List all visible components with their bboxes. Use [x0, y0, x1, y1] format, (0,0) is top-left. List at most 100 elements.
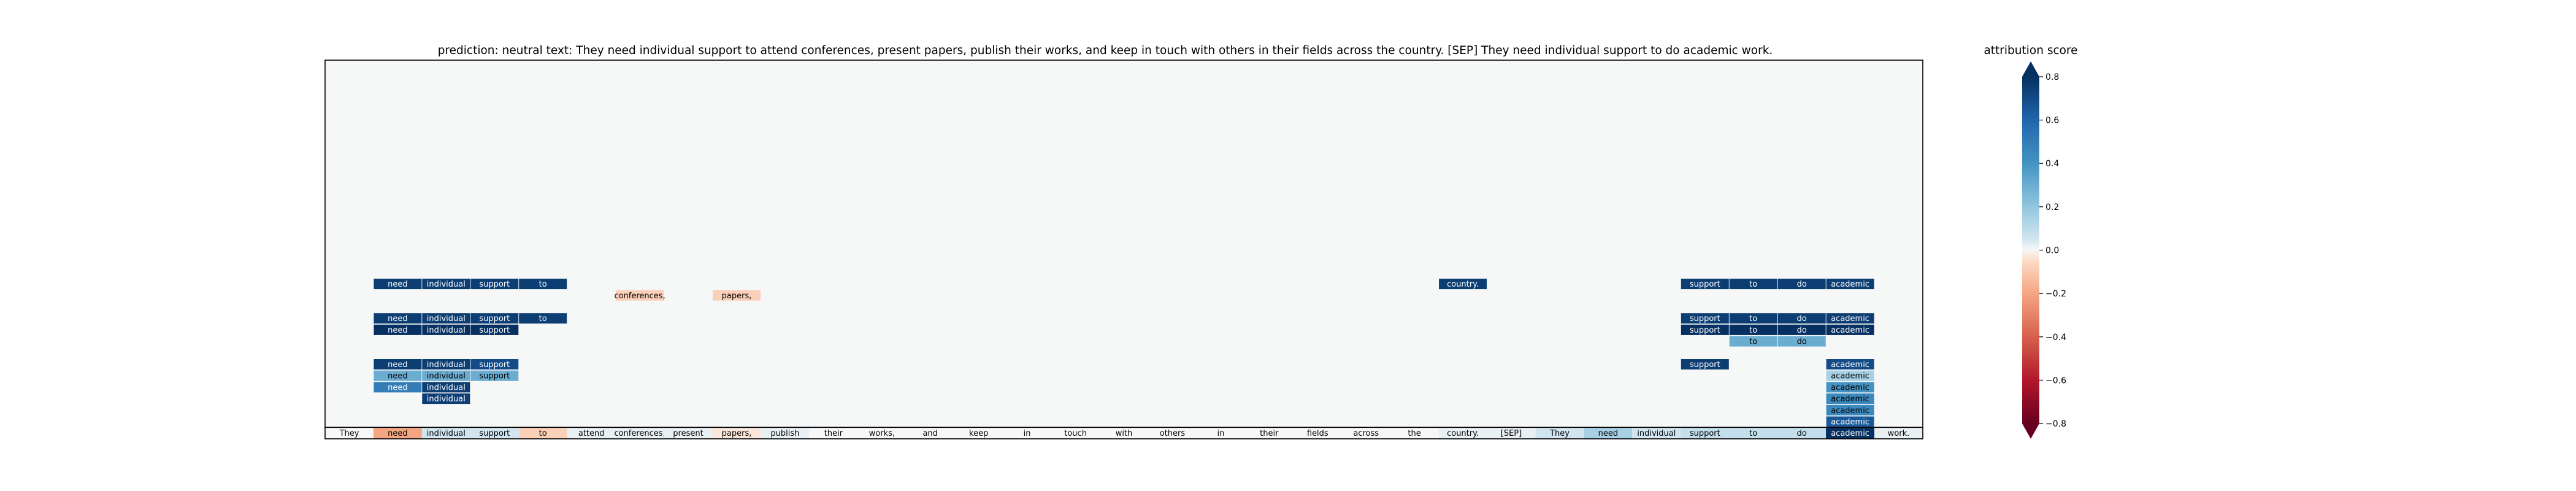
heatmap-cell [422, 370, 470, 381]
token-cell [761, 427, 810, 439]
token-label: with [1116, 429, 1133, 438]
colorbar-tick-label: −0.4 [2045, 333, 2066, 342]
token-cell [421, 427, 470, 439]
heatmap-cell [1439, 279, 1487, 290]
token-label: fields [1307, 429, 1328, 438]
heatmap-cell [713, 290, 761, 301]
heatmap-cell [470, 370, 519, 381]
colorbar-tick-label: 0.4 [2045, 159, 2059, 169]
token-cell [809, 427, 858, 439]
heatmap-cell [1777, 279, 1826, 290]
heatmap-cell [1826, 393, 1874, 404]
heatmap-cell [470, 279, 519, 290]
heatmap-cell-label: country. [1447, 280, 1479, 289]
heatmap-cell [1681, 313, 1729, 324]
token-cell [1244, 427, 1294, 439]
heatmap-cell [1729, 279, 1777, 290]
token-cell [1681, 427, 1730, 439]
token-label: to [539, 429, 547, 438]
heatmap-cell [1681, 359, 1729, 369]
colorbar-tick-label: 0.2 [2045, 203, 2059, 212]
token-label: to [1749, 429, 1757, 438]
heatmap-cell [1777, 313, 1826, 324]
colorbar-tick-label: −0.2 [2045, 289, 2066, 299]
colorbar-tick-label: 0.8 [2045, 72, 2059, 82]
heatmap-cell [1826, 404, 1874, 416]
token-label: They [1549, 429, 1570, 438]
heatmap-cell [1729, 336, 1777, 347]
token-row: They need individual support to attend confere… [325, 427, 1923, 439]
heatmap-cell-label: do [1797, 280, 1807, 289]
colorbar-tick-label: 0.0 [2045, 246, 2059, 256]
heatmap-cell [616, 290, 664, 301]
heatmap-cell-label: academic [1831, 280, 1869, 289]
token-label: touch [1064, 429, 1087, 438]
heatmap-cell-label: need [388, 314, 408, 323]
token-cell [615, 427, 664, 439]
token-cell [373, 427, 422, 439]
heatmap-cell-label: to [1749, 326, 1757, 335]
token-cell [954, 427, 1003, 439]
token-cell [567, 427, 616, 439]
token-cell [518, 427, 567, 439]
heatmap-cell-label: individual [427, 372, 466, 381]
token-label: do [1797, 429, 1807, 438]
token-cell [906, 427, 955, 439]
heatmap-cell-label: individual [427, 280, 466, 289]
heatmap-cell-label: academic [1831, 395, 1869, 404]
heatmap-cell-label: support [479, 372, 510, 381]
heatmap-cell [1681, 324, 1729, 335]
heatmap-cell [519, 279, 567, 290]
token-cell [1777, 427, 1827, 439]
token-cell [1826, 427, 1874, 439]
heatmap-cell-label: need [388, 326, 408, 335]
token-label: country. [1447, 429, 1479, 438]
token-label: They [339, 429, 359, 438]
colorbar-label: attribution score [1984, 44, 2077, 57]
token-cell [712, 427, 761, 439]
token-cell [470, 427, 519, 439]
heatmap-cell [374, 279, 422, 290]
token-cell [1148, 427, 1197, 439]
heatmap-cell-label: do [1797, 338, 1807, 347]
colorbar-tick-label: −0.6 [2045, 376, 2066, 385]
heatmap-cell-label: need [388, 280, 408, 289]
token-cell [1293, 427, 1342, 439]
token-cell [1051, 427, 1100, 439]
heatmap-cell-label: need [388, 383, 408, 392]
heatmap-cell-label: need [388, 360, 408, 369]
token-label: the [1408, 429, 1420, 438]
heatmap-cell-label: support [479, 280, 510, 289]
heatmap-cell-label: support [1690, 360, 1720, 369]
heatmap-cell [1826, 416, 1874, 427]
heatmap-cell [422, 393, 470, 404]
heatmap-cell-label: academic [1831, 360, 1869, 369]
token-cell [1535, 427, 1584, 439]
heatmap-cell [374, 382, 422, 393]
token-label: need [388, 429, 408, 438]
heatmap-cell [1826, 313, 1874, 324]
heatmap-cell [1826, 279, 1874, 290]
heatmap-cell-label: academic [1831, 383, 1869, 392]
heatmap-cell [1729, 324, 1777, 335]
colorbar-tick-label: 0.6 [2045, 116, 2059, 126]
heatmap-cell-label: to [1749, 338, 1757, 347]
colorbar-tick-label: −0.8 [2045, 419, 2066, 429]
heatmap-cell-label: support [479, 314, 510, 323]
colorbar: −0.8 −0.6 −0.4 −0.2 0.0 0.2 0.4 0.6 0.8 [2022, 61, 2066, 439]
heatmap-cell-label: to [1749, 314, 1757, 323]
token-label: papers, [722, 429, 752, 438]
token-label: academic [1831, 429, 1869, 438]
token-cell [1390, 427, 1439, 439]
token-label: need [1598, 429, 1619, 438]
heatmap-cell-label: to [539, 314, 547, 323]
heatmap-cell-label: academic [1831, 418, 1869, 427]
heatmap-cell [422, 324, 470, 335]
token-label: [SEP] [1501, 429, 1522, 438]
heatmap-cell [1826, 359, 1874, 369]
token-label: work. [1888, 429, 1910, 438]
heatmap-cell [519, 313, 567, 324]
heatmap-cell-label: support [1690, 314, 1720, 323]
heatmap-cell-label: to [539, 280, 547, 289]
